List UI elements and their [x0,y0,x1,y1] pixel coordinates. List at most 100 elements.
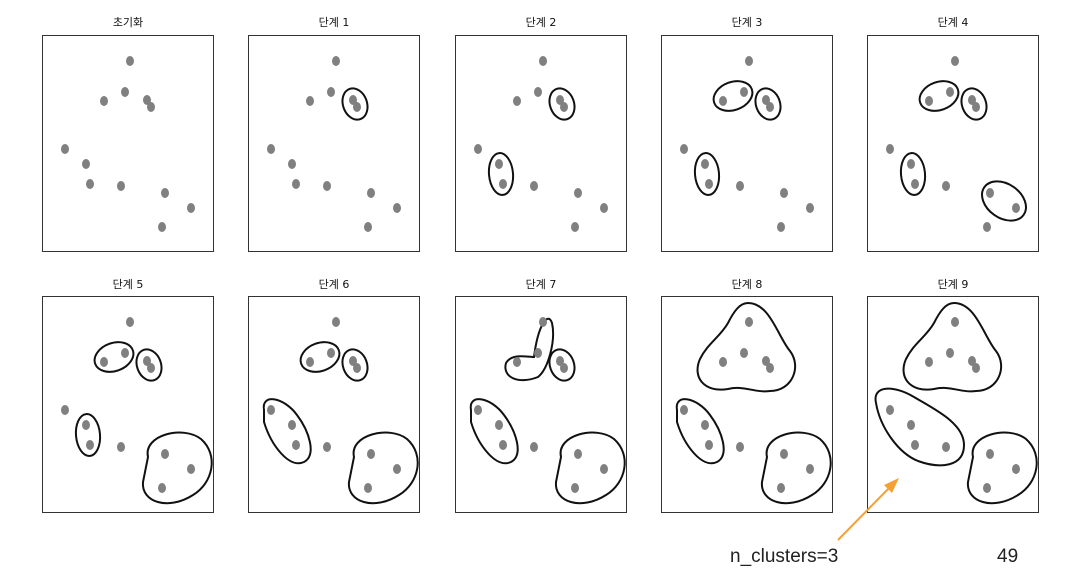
data-point [777,222,785,232]
panel-title: 단계 8 [731,278,763,291]
data-point [267,405,275,415]
data-point [187,203,195,213]
data-point [736,442,744,452]
data-point [288,159,296,169]
data-point [534,87,542,97]
data-point [86,179,94,189]
data-point [61,405,69,415]
data-point [161,449,169,459]
data-point [147,102,155,112]
data-point [513,357,521,367]
data-point [100,96,108,106]
data-point [680,144,688,154]
panel-frame [455,296,627,513]
panel-frame [455,35,627,252]
data-point [364,483,372,493]
data-point [539,317,547,327]
data-point [986,188,994,198]
data-point [267,144,275,154]
data-point [972,363,980,373]
data-point [187,464,195,474]
panel-title: 단계 3 [731,16,763,29]
data-point [126,317,134,327]
n-clusters-caption: n_clusters=3 [730,546,839,567]
data-point [762,95,770,105]
data-point [571,222,579,232]
panel-frame [661,35,833,252]
panel-frame [867,296,1039,513]
data-point [780,449,788,459]
data-point [556,95,564,105]
data-point [367,188,375,198]
data-point [571,483,579,493]
data-point [292,179,300,189]
data-point [951,317,959,327]
panel-title: 단계 6 [318,278,350,291]
data-point [574,449,582,459]
data-point [806,464,814,474]
data-point [972,102,980,112]
data-point [82,159,90,169]
data-point [513,96,521,106]
data-point [745,317,753,327]
panel-frame [248,35,420,252]
data-point [474,144,482,154]
data-point [983,483,991,493]
data-point [968,356,976,366]
data-point [600,464,608,474]
data-point [539,56,547,66]
data-point [474,405,482,415]
data-point [574,188,582,198]
panel-frame [661,296,833,513]
data-point [126,56,134,66]
data-point [911,179,919,189]
data-point [121,348,129,358]
data-point [907,159,915,169]
data-point [777,483,785,493]
data-point [143,356,151,366]
data-point [951,56,959,66]
data-point [306,96,314,106]
data-point [530,442,538,452]
data-point [942,442,950,452]
data-point [925,96,933,106]
page-number: 49 [997,546,1019,567]
data-point [393,203,401,213]
data-point [86,440,94,450]
data-point [701,159,709,169]
data-point [158,222,166,232]
data-point [705,179,713,189]
data-point [680,405,688,415]
data-point [499,179,507,189]
data-point [353,363,361,373]
panel-title: 초기화 [112,16,144,29]
data-point [886,405,894,415]
data-point [705,440,713,450]
data-point [740,87,748,97]
data-point [806,203,814,213]
data-point [736,181,744,191]
data-point [349,356,357,366]
data-point [701,420,709,430]
data-point [530,181,538,191]
data-point [745,56,753,66]
data-point [364,222,372,232]
panel-title: 단계 1 [318,16,350,29]
data-point [1012,464,1020,474]
data-point [499,440,507,450]
data-point [143,95,151,105]
data-point [766,363,774,373]
data-point [911,440,919,450]
data-point [292,440,300,450]
data-point [556,356,564,366]
data-point [495,159,503,169]
data-point [82,420,90,430]
data-point [161,188,169,198]
data-point [719,96,727,106]
data-point [719,357,727,367]
data-point [1012,203,1020,213]
data-point [100,357,108,367]
data-point [886,144,894,154]
data-point [306,357,314,367]
